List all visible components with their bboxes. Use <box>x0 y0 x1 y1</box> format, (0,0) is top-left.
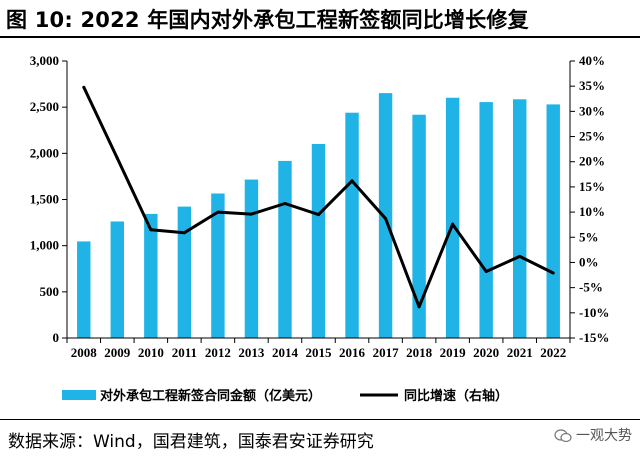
bar-2015 <box>311 144 326 338</box>
growth-point-2012 <box>216 210 220 214</box>
source-note: 数据来源：Wind，国君建筑，国泰君安证券研究 <box>8 432 374 452</box>
growth-point-2016 <box>350 179 354 183</box>
right-tick-label: 25% <box>579 129 605 144</box>
right-tick-label: -5% <box>579 280 603 295</box>
right-tick-label: 35% <box>579 78 605 93</box>
growth-point-2010 <box>149 228 153 232</box>
right-tick-label: 15% <box>579 179 605 194</box>
wechat-logo-icon <box>554 429 572 443</box>
growth-point-2022 <box>551 271 555 275</box>
bar-2018 <box>412 114 426 338</box>
legend-line-label: 同比增速（右轴） <box>404 388 508 404</box>
watermark: 一观大势 <box>554 425 632 445</box>
bar-2019 <box>445 97 460 339</box>
left-tick-label: 1,000 <box>30 238 59 253</box>
x-tick-label: 2022 <box>540 345 566 360</box>
bar-2017 <box>378 93 393 338</box>
bar-2022 <box>546 104 560 338</box>
growth-point-2013 <box>249 212 253 216</box>
growth-point-2011 <box>182 231 186 235</box>
bar-2016 <box>345 112 359 338</box>
title-divider <box>0 36 640 38</box>
left-tick-label: 1,500 <box>30 192 59 207</box>
growth-point-2014 <box>283 202 287 206</box>
right-tick-label: 10% <box>579 204 605 219</box>
left-tick-label: 2,000 <box>30 145 59 160</box>
left-tick-label: 0 <box>53 330 60 345</box>
right-tick-label: 20% <box>579 154 605 169</box>
x-tick-label: 2020 <box>473 345 499 360</box>
legend: 对外承包工程新签合同金额（亿美元） 同比增速（右轴） <box>62 388 508 404</box>
growth-point-2009 <box>115 156 119 160</box>
growth-point-2021 <box>518 254 522 258</box>
bar-2013 <box>244 179 259 338</box>
right-tick-label: 5% <box>579 229 599 244</box>
x-tick-label: 2019 <box>440 345 467 360</box>
right-tick-label: -15% <box>579 330 609 345</box>
x-tick-label: 2014 <box>272 345 299 360</box>
growth-point-2019 <box>451 222 455 226</box>
x-tick-label: 2015 <box>306 345 333 360</box>
left-tick-label: 2,500 <box>30 99 59 114</box>
bar-2008 <box>77 241 91 338</box>
chart-title: 图 10: 2022 年国内对外承包工程新签额同比增长修复 <box>6 8 529 32</box>
right-tick-label: 30% <box>579 103 605 118</box>
bar-2021 <box>512 99 527 338</box>
right-tick-label: -10% <box>579 305 609 320</box>
x-tick-label: 2012 <box>205 345 231 360</box>
right-tick-label: 40% <box>579 53 605 68</box>
x-tick-label: 2010 <box>138 345 164 360</box>
bar-2010 <box>144 213 158 338</box>
x-tick-label: 2009 <box>104 345 131 360</box>
legend-bar-swatch <box>62 390 96 400</box>
x-tick-label: 2018 <box>406 345 433 360</box>
x-tick-label: 2016 <box>339 345 366 360</box>
chart: 0 500 1,000 1,500 2,000 2,500 3,000 -15% -10% -5%… <box>30 53 610 404</box>
legend-bar-label: 对外承包工程新签合同金额（亿美元） <box>100 388 321 404</box>
left-tick-label: 3,000 <box>30 53 59 68</box>
bar-2014 <box>278 160 292 338</box>
footer-divider <box>0 419 640 420</box>
watermark-text: 一观大势 <box>576 428 632 444</box>
x-tick-label: 2011 <box>172 345 197 360</box>
bar-2011 <box>177 206 192 338</box>
x-tick-label: 2021 <box>507 345 533 360</box>
growth-point-2018 <box>417 305 421 309</box>
bar-2009 <box>110 221 125 338</box>
growth-point-2020 <box>484 270 488 274</box>
bar-2012 <box>211 193 225 338</box>
growth-point-2017 <box>384 217 388 221</box>
x-tick-label: 2017 <box>373 345 400 360</box>
growth-point-2008 <box>82 85 86 89</box>
bar-2020 <box>479 102 493 338</box>
x-tick-label: 2008 <box>71 345 98 360</box>
x-tick-label: 2013 <box>238 345 265 360</box>
left-tick-label: 500 <box>40 284 60 299</box>
growth-point-2015 <box>317 213 320 217</box>
plot-area: 0 500 1,000 1,500 2,000 2,500 3,000 -15% -10% -5%… <box>30 53 610 360</box>
right-tick-label: 0% <box>579 254 599 269</box>
